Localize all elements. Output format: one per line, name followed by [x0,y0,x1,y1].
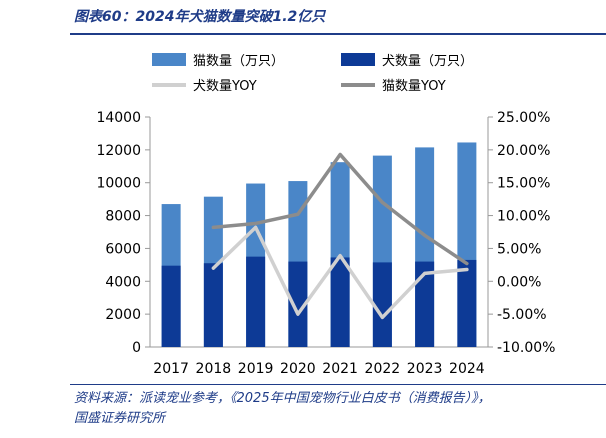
legend-swatch-dog [341,53,375,66]
bar-dog [203,263,223,347]
legend-swatch-cat [152,53,186,66]
y-left-tick-label: 10000 [96,176,141,192]
bar-dog [330,257,350,347]
x-tick-label: 2017 [153,361,189,377]
legend-label-dog: 犬数量（万只） [382,54,473,69]
legend-label-dog-yoy: 犬数量YOY [193,79,257,94]
legend: 猫数量（万只） 犬数量（万只） 犬数量YOY 猫数量YOY [152,53,473,94]
line-cat-yoy [211,152,469,266]
y-right-tick-label: -5.00% [497,307,547,323]
title-rule [70,33,606,35]
y-left-tick-label: 2000 [105,307,141,323]
chart-title: 图表60：2024年犬猫数量突破1.2亿只 [74,9,326,25]
y-right-tick-label: -10.00% [497,340,555,356]
lines [211,152,469,320]
x-tick-label: 2018 [196,361,232,377]
y-right-tick-label: 25.00% [497,110,550,126]
legend-label-cat-yoy: 猫数量YOY [382,79,446,94]
bar-dog [372,262,392,347]
bar-dog [415,261,435,347]
y-left-tick-label: 6000 [105,241,141,257]
legend-label-cat: 猫数量（万只） [193,54,284,69]
bar-dog [288,261,308,347]
x-tick-label: 2023 [407,361,443,377]
bars [161,142,477,347]
x-tick-label: 2019 [238,361,274,377]
x-tick-label: 2021 [322,361,358,377]
y-left-tick-label: 14000 [96,110,141,126]
y-left-tick-label: 8000 [105,209,141,225]
y-right-tick-label: 15.00% [497,176,550,192]
source-line-2: 国盛证券研究所 [74,411,166,426]
axes: 0 2000 4000 6000 8000 10000 12000 14000 -10.00% -… [96,110,555,377]
source-note: 资料来源：派读宠业参考，《2025年中国宠物行业白皮书（消费报告）》， 国盛证券… [74,389,599,429]
y-left-tick-label: 0 [132,340,141,356]
y-left-tick-label: 4000 [105,274,141,290]
y-left-tick-label: 12000 [96,143,141,159]
y-right-tick-label: 5.00% [497,241,541,257]
bar-dog [457,259,477,347]
x-tick-label: 2022 [365,361,401,377]
line-dog-yoy [211,225,469,320]
y-right-tick-label: 20.00% [497,143,550,159]
source-rule [70,384,606,385]
bar-dog [246,256,266,347]
source-line-1: 资料来源：派读宠业参考，《2025年中国宠物行业白皮书（消费报告）》， [74,391,491,406]
bar-dog [161,265,181,347]
y-right-tick-label: 0.00% [497,274,541,290]
x-tick-label: 2024 [449,361,485,377]
x-tick-label: 2020 [280,361,316,377]
y-right-tick-label: 10.00% [497,209,550,225]
